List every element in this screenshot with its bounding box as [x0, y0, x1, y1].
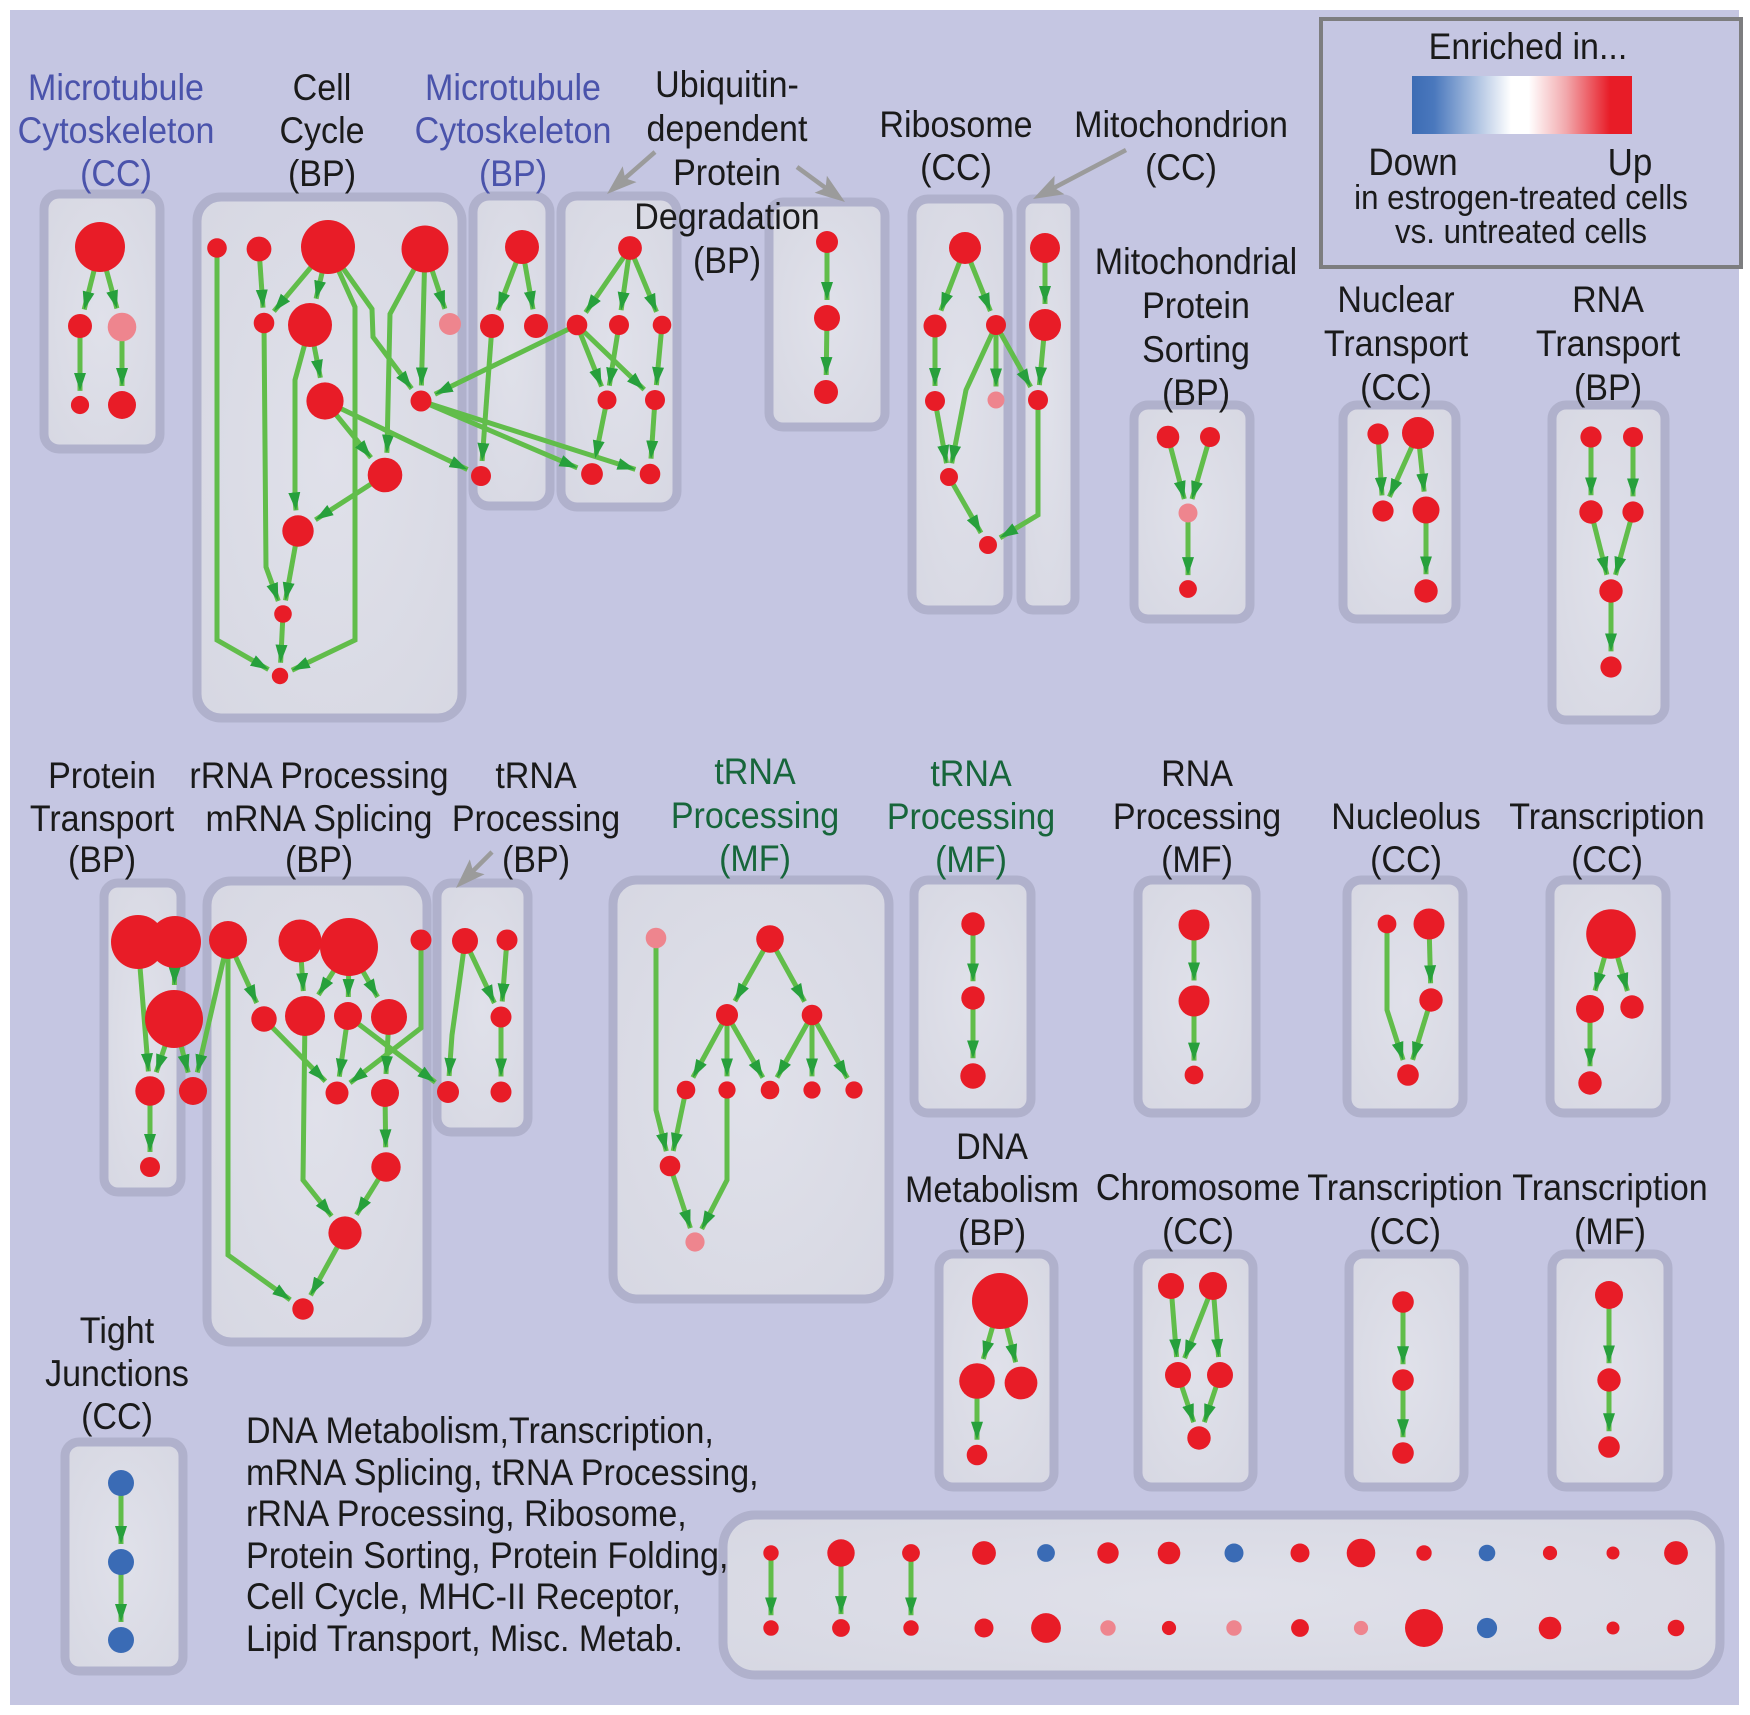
svg-text:Cytoskeleton: Cytoskeleton [18, 110, 215, 152]
svg-text:(MF): (MF) [1161, 839, 1233, 881]
svg-text:Protein: Protein [1142, 285, 1250, 327]
svg-text:DNA: DNA [956, 1126, 1028, 1168]
svg-text:Lipid Transport, Misc. Metab.: Lipid Transport, Misc. Metab. [246, 1618, 683, 1660]
svg-text:RNA: RNA [1161, 753, 1233, 795]
svg-text:Sorting: Sorting [1142, 329, 1250, 371]
svg-text:Processing: Processing [887, 796, 1055, 838]
svg-text:Mitochondrion: Mitochondrion [1074, 104, 1288, 146]
svg-text:Processing: Processing [452, 798, 620, 840]
svg-text:mRNA Splicing, tRNA Processing: mRNA Splicing, tRNA Processing, [246, 1452, 759, 1494]
svg-text:Junctions: Junctions [45, 1353, 189, 1395]
svg-text:(BP): (BP) [1162, 372, 1230, 414]
svg-text:Cycle: Cycle [279, 110, 364, 152]
svg-text:(CC): (CC) [920, 147, 992, 189]
svg-text:(BP): (BP) [288, 153, 356, 195]
svg-text:Down: Down [1368, 141, 1457, 184]
svg-text:Ribosome: Ribosome [879, 104, 1032, 146]
svg-text:Cell Cycle, MHC-II Receptor,: Cell Cycle, MHC-II Receptor, [246, 1576, 681, 1618]
svg-text:(CC): (CC) [1162, 1211, 1234, 1253]
svg-text:(CC): (CC) [1571, 839, 1643, 881]
svg-text:Transport: Transport [30, 798, 175, 840]
svg-text:dependent: dependent [647, 108, 808, 150]
svg-text:Transport: Transport [1324, 323, 1469, 365]
svg-text:rRNA Processing, Ribosome,: rRNA Processing, Ribosome, [246, 1493, 687, 1535]
svg-text:mRNA Splicing: mRNA Splicing [206, 798, 433, 840]
svg-text:tRNA: tRNA [930, 753, 1012, 795]
svg-text:vs. untreated cells: vs. untreated cells [1395, 212, 1647, 251]
svg-text:(CC): (CC) [1360, 367, 1432, 409]
svg-text:Processing: Processing [1113, 796, 1281, 838]
svg-text:Enriched in...: Enriched in... [1429, 26, 1628, 68]
svg-text:(MF): (MF) [1574, 1211, 1646, 1253]
svg-text:(BP): (BP) [1574, 367, 1642, 409]
svg-text:Microtubule: Microtubule [28, 67, 204, 109]
svg-text:(BP): (BP) [693, 240, 761, 282]
svg-text:(MF): (MF) [719, 838, 791, 880]
svg-text:Nucleolus: Nucleolus [1331, 796, 1480, 838]
svg-text:Cytoskeleton: Cytoskeleton [415, 110, 612, 152]
svg-text:Protein Sorting, Protein Foldi: Protein Sorting, Protein Folding, [246, 1535, 728, 1577]
svg-text:Chromosome: Chromosome [1096, 1167, 1300, 1209]
svg-text:Microtubule: Microtubule [425, 67, 601, 109]
svg-text:Degradation: Degradation [634, 196, 819, 238]
svg-text:Tight: Tight [80, 1310, 155, 1352]
svg-text:Up: Up [1608, 141, 1653, 184]
svg-text:(CC): (CC) [1370, 839, 1442, 881]
svg-text:(BP): (BP) [68, 839, 136, 881]
svg-text:Transcription: Transcription [1512, 1167, 1707, 1209]
svg-text:tRNA: tRNA [495, 755, 577, 797]
svg-text:tRNA: tRNA [714, 751, 796, 793]
svg-text:(MF): (MF) [935, 839, 1007, 881]
svg-text:RNA: RNA [1572, 279, 1644, 321]
svg-text:Cell: Cell [293, 67, 352, 109]
svg-text:Transcription: Transcription [1307, 1167, 1502, 1209]
svg-text:Metabolism: Metabolism [905, 1169, 1079, 1211]
svg-text:Transport: Transport [1536, 323, 1681, 365]
svg-text:(BP): (BP) [958, 1212, 1026, 1254]
svg-text:(BP): (BP) [285, 839, 353, 881]
svg-text:Processing: Processing [671, 795, 839, 837]
svg-text:Protein: Protein [673, 152, 781, 194]
svg-text:Ubiquitin-: Ubiquitin- [655, 64, 799, 106]
svg-text:(CC): (CC) [1145, 147, 1217, 189]
svg-text:(BP): (BP) [502, 839, 570, 881]
svg-text:DNA Metabolism,Transcription,: DNA Metabolism,Transcription, [246, 1410, 714, 1452]
svg-text:(BP): (BP) [479, 153, 547, 195]
svg-text:in estrogen-treated cells: in estrogen-treated cells [1354, 178, 1688, 217]
svg-text:Protein: Protein [48, 755, 156, 797]
svg-text:rRNA Processing: rRNA Processing [189, 755, 448, 797]
svg-text:(CC): (CC) [1369, 1211, 1441, 1253]
svg-text:Nuclear: Nuclear [1337, 279, 1454, 321]
svg-text:(CC): (CC) [80, 153, 152, 195]
svg-text:(CC): (CC) [81, 1396, 153, 1438]
svg-text:Transcription: Transcription [1509, 796, 1704, 838]
svg-text:Mitochondrial: Mitochondrial [1095, 241, 1297, 283]
